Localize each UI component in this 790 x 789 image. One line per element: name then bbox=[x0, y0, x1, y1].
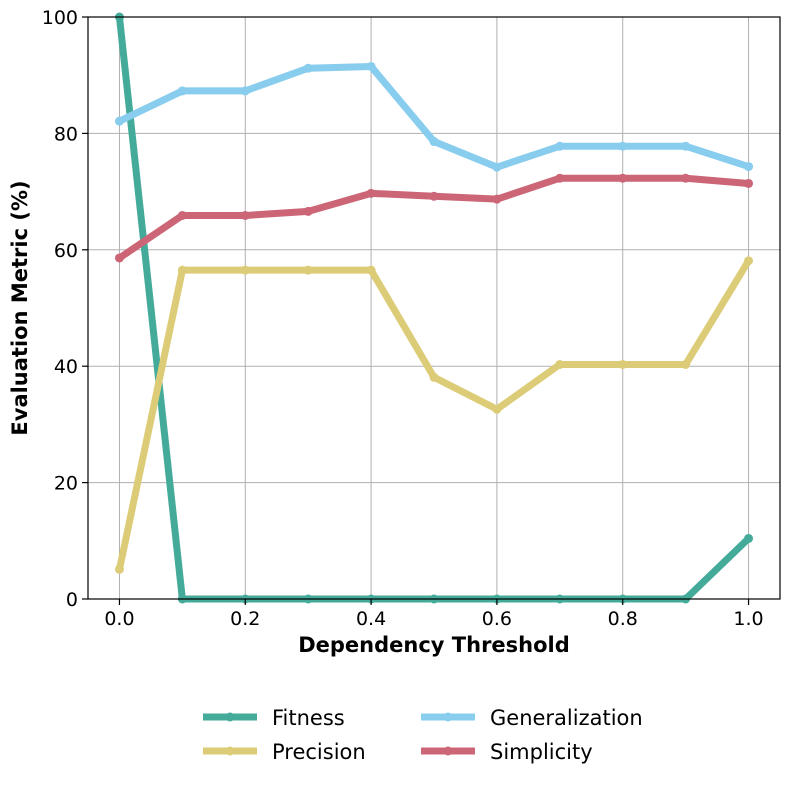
series-line-generalization bbox=[117, 62, 750, 171]
series-fitness bbox=[114, 12, 754, 604]
y-tick-label: 20 bbox=[54, 473, 78, 495]
data-point-precision bbox=[744, 256, 754, 266]
x-tick-label: 0.8 bbox=[608, 608, 638, 630]
data-point-precision bbox=[492, 404, 502, 414]
x-axis-title: Dependency Threshold bbox=[298, 633, 570, 657]
data-point-fitness bbox=[744, 533, 754, 543]
data-point-generalization bbox=[114, 116, 124, 126]
data-point-generalization bbox=[555, 141, 565, 151]
data-point-generalization bbox=[492, 162, 502, 172]
data-point-generalization bbox=[177, 86, 187, 96]
data-point-generalization bbox=[744, 162, 754, 172]
data-point-precision bbox=[366, 265, 376, 275]
y-axis-title: Evaluation Metric (%) bbox=[8, 180, 32, 435]
data-point-precision bbox=[681, 359, 691, 369]
series-lines bbox=[114, 12, 754, 604]
y-tick-label: 40 bbox=[54, 356, 78, 378]
data-point-simplicity bbox=[492, 194, 502, 204]
data-point-simplicity bbox=[303, 206, 313, 216]
legend-label: Generalization bbox=[490, 706, 643, 730]
legend-marker bbox=[443, 746, 453, 756]
legend-item-precision: Precision bbox=[203, 740, 366, 764]
data-point-simplicity bbox=[744, 178, 754, 188]
grid bbox=[88, 16, 780, 600]
legend-label: Fitness bbox=[272, 706, 345, 730]
legend: Fitness Precision Generalization Simplicity bbox=[203, 706, 643, 764]
data-point-generalization bbox=[240, 86, 250, 96]
legend-marker bbox=[225, 746, 235, 756]
data-point-simplicity bbox=[366, 188, 376, 198]
data-point-generalization bbox=[618, 141, 628, 151]
series-line-fitness bbox=[115, 16, 751, 603]
data-point-simplicity bbox=[681, 173, 691, 183]
data-point-precision bbox=[429, 372, 439, 382]
data-point-simplicity bbox=[618, 173, 628, 183]
data-point-simplicity bbox=[177, 210, 187, 220]
y-tick-label: 0 bbox=[66, 589, 78, 611]
ticks: 0.0 0.2 0.4 0.6 0.8 1.0 0 20 40 60 80 100 bbox=[42, 7, 764, 630]
legend-item-simplicity: Simplicity bbox=[421, 740, 593, 764]
series-line-simplicity bbox=[117, 174, 749, 261]
series-line-precision bbox=[116, 259, 752, 571]
data-point-simplicity bbox=[114, 253, 124, 263]
data-point-simplicity bbox=[555, 173, 565, 183]
data-point-generalization bbox=[366, 61, 376, 71]
legend-item-generalization: Generalization bbox=[421, 706, 643, 730]
data-point-simplicity bbox=[429, 191, 439, 201]
x-tick-label: 0.2 bbox=[230, 608, 260, 630]
legend-item-fitness: Fitness bbox=[203, 706, 345, 730]
series-simplicity bbox=[114, 173, 754, 263]
series-precision bbox=[114, 256, 754, 574]
data-point-precision bbox=[240, 265, 250, 275]
data-point-generalization bbox=[681, 141, 691, 151]
y-tick-label: 100 bbox=[42, 7, 78, 29]
data-point-generalization bbox=[303, 63, 313, 73]
data-point-precision bbox=[177, 265, 187, 275]
data-point-precision bbox=[618, 359, 628, 369]
x-tick-label: 1.0 bbox=[733, 608, 763, 630]
legend-marker bbox=[443, 712, 453, 722]
legend-label: Simplicity bbox=[490, 740, 593, 764]
data-point-generalization bbox=[429, 137, 439, 147]
x-tick-label: 0.6 bbox=[482, 608, 512, 630]
data-point-precision bbox=[555, 359, 565, 369]
data-point-precision bbox=[114, 564, 124, 574]
plot-frame bbox=[87, 16, 781, 600]
x-tick-label: 0.4 bbox=[356, 608, 386, 630]
legend-label: Precision bbox=[272, 740, 366, 764]
y-tick-label: 60 bbox=[54, 240, 78, 262]
x-tick-label: 0.0 bbox=[104, 608, 134, 630]
data-point-precision bbox=[303, 265, 313, 275]
series-generalization bbox=[114, 61, 754, 172]
legend-marker bbox=[225, 712, 235, 722]
data-point-simplicity bbox=[240, 210, 250, 220]
y-tick-label: 80 bbox=[54, 123, 78, 145]
